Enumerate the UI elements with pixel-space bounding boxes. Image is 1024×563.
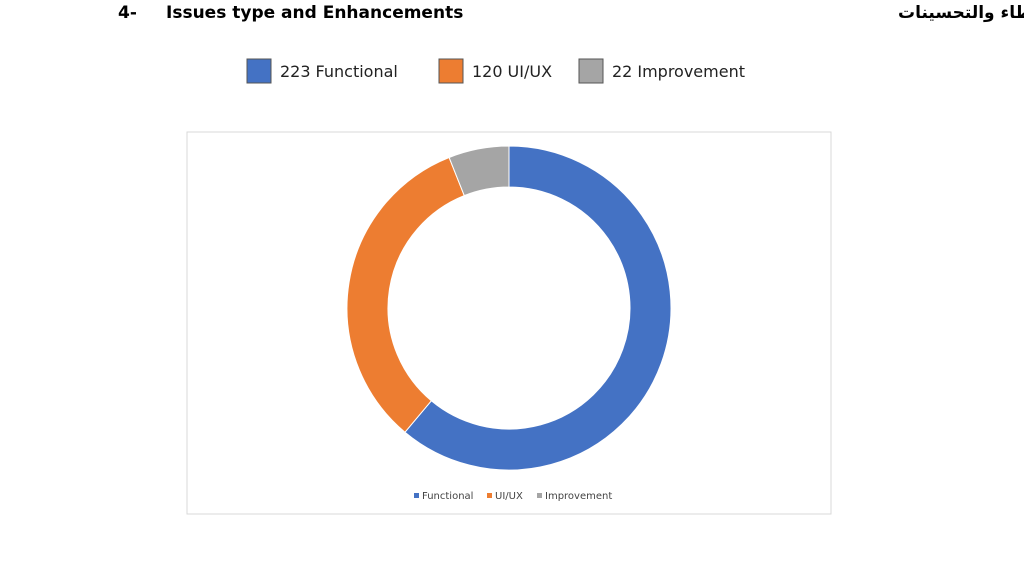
section-number: 4- [118,3,137,23]
legend-value: 120 [472,62,503,81]
legend-name: UI/UX [508,62,553,81]
legend-swatch [438,58,464,84]
donut-slice [448,145,510,197]
legend-label: Functional [422,491,473,502]
legend-value: 22 [612,62,632,81]
section-title-arabic: الأخطاء والتحسينات [898,2,1024,23]
donut-slice [404,145,672,471]
legend-label: 223 Functional [280,62,398,81]
legend-label: UI/UX [495,491,523,502]
legend-label: 22 Improvement [612,62,745,81]
legend-label: 120 UI/UX [472,62,552,81]
section-title: Issues type and Enhancements [166,3,463,23]
legend-swatch [578,58,604,84]
legend-swatch [246,58,272,84]
legend-swatch [487,493,492,498]
legend-name: Functional [316,62,398,81]
legend-value: 223 [280,62,311,81]
legend-swatch [537,493,542,498]
legend-swatch [414,493,419,498]
legend-name: Improvement [637,62,745,81]
legend-label: Improvement [545,491,612,502]
